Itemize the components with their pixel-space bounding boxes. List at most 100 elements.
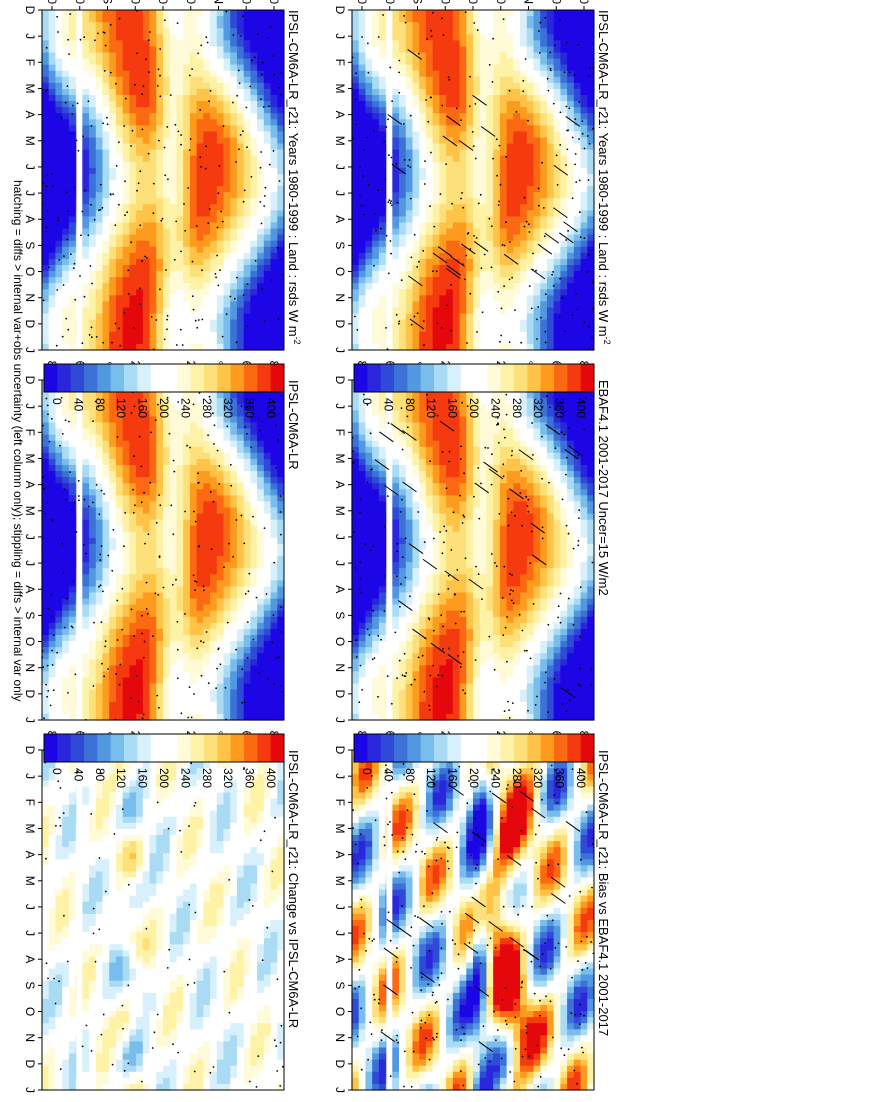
heatmap-cell (61, 88, 69, 96)
heatmap-cell (41, 192, 49, 199)
heatmap-cell (418, 180, 426, 187)
heatmap-cell (236, 295, 244, 303)
heatmap-cell (61, 283, 69, 290)
heatmap-cell (88, 137, 96, 145)
heatmap-cell (579, 137, 588, 145)
heatmap-cell (351, 101, 359, 108)
heatmap-cell (465, 216, 473, 224)
heatmap-cell (364, 22, 373, 29)
heatmap-cell (243, 58, 251, 66)
heatmap-cell (358, 307, 366, 315)
heatmap-cell (122, 228, 130, 236)
heatmap-cell (135, 192, 143, 199)
heatmap-cell (391, 246, 400, 254)
heatmap-cell (155, 234, 163, 242)
heatmap-cell (499, 216, 507, 224)
heatmap-cell (532, 167, 541, 175)
heatmap-cell (519, 113, 527, 120)
heatmap-cell (391, 88, 400, 96)
heatmap-cell (586, 40, 594, 48)
heatmap-cell (391, 258, 400, 266)
heatmap-cell (519, 331, 527, 339)
heatmap-cell (236, 398, 244, 405)
heatmap-cell (122, 271, 130, 278)
heatmap-cell (432, 252, 440, 260)
heatmap-cell (438, 137, 447, 145)
heatmap-cell (579, 125, 588, 133)
heatmap-cell (465, 82, 473, 90)
heatmap-cell (425, 88, 433, 96)
heatmap-cell (472, 40, 480, 48)
heatmap-cell (452, 173, 460, 181)
heatmap-cell (229, 95, 237, 102)
heatmap-cell (411, 107, 420, 114)
heatmap-cell (573, 131, 581, 139)
heatmap-cell (411, 88, 420, 96)
heatmap-cell (249, 180, 258, 187)
heatmap-cell (411, 95, 420, 102)
heatmap-cell (68, 22, 76, 29)
heatmap-cell (229, 22, 237, 29)
heatmap-cell (142, 192, 150, 199)
heatmap-cell (162, 319, 170, 327)
heatmap-cell (479, 131, 487, 139)
heatmap-cell (586, 210, 594, 218)
heatmap-cell (526, 222, 534, 230)
heatmap-cell (405, 198, 413, 205)
stipple-dot (502, 18, 505, 21)
heatmap-cell (263, 52, 271, 60)
heatmap-cell (492, 46, 500, 54)
heatmap-cell (142, 258, 150, 266)
heatmap-cell (182, 28, 190, 35)
heatmap-cell (452, 28, 460, 35)
heatmap-cell (148, 204, 157, 211)
heatmap-cell (586, 234, 594, 242)
heatmap-cell (351, 198, 359, 205)
heatmap-cell (243, 222, 251, 230)
heatmap-cell (122, 70, 130, 78)
heatmap-cell (445, 173, 453, 181)
heatmap-cell (492, 101, 500, 108)
heatmap-cell (196, 143, 204, 151)
heatmap-cell (479, 258, 487, 266)
heatmap-cell (229, 167, 237, 175)
heatmap-cell (202, 131, 211, 139)
heatmap-cell (88, 422, 96, 430)
heatmap-cell (196, 137, 204, 145)
heatmap-cell (95, 34, 103, 41)
heatmap-cell (81, 204, 90, 211)
heatmap-cell (418, 295, 426, 303)
heatmap-cell (579, 240, 588, 248)
heatmap-cell (526, 186, 534, 193)
heatmap-cell (411, 143, 420, 151)
heatmap-cell (371, 76, 379, 84)
heatmap-cell (526, 319, 534, 327)
heatmap-cell (95, 167, 103, 175)
heatmap-cell (209, 271, 217, 278)
stipple-dot (148, 71, 150, 74)
heatmap-cell (101, 228, 110, 236)
heatmap-cell (358, 301, 366, 309)
stipple-dot (69, 253, 72, 256)
heatmap-cell (209, 58, 217, 66)
heatmap-cell (546, 210, 554, 218)
heatmap-cell (479, 95, 487, 102)
heatmap-cell (202, 22, 211, 29)
heatmap-cell (492, 198, 500, 205)
heatmap-cell (229, 161, 237, 169)
heatmap-cell (405, 58, 413, 66)
stipple-dot (133, 326, 135, 329)
heatmap-cell (269, 289, 278, 296)
heatmap-cell (101, 289, 110, 296)
heatmap-cell (135, 252, 143, 260)
heatmap-cell (108, 64, 116, 72)
heatmap-cell (41, 343, 49, 351)
heatmap-cell (546, 101, 554, 108)
heatmap-cell (405, 107, 413, 114)
heatmap-cell (432, 331, 440, 339)
heatmap-cell (41, 204, 49, 211)
heatmap-cell (162, 289, 170, 296)
heatmap-cell (398, 40, 406, 48)
heatmap-cell (108, 113, 116, 120)
stipple-dot (57, 31, 59, 33)
